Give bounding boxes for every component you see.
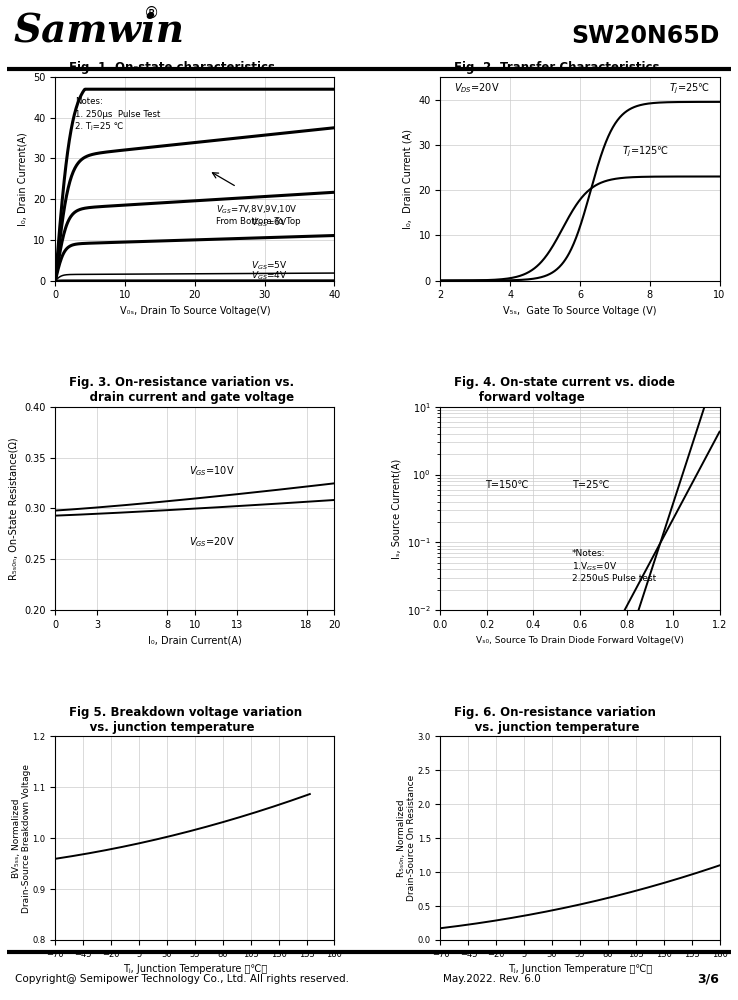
Text: $V_{DS}$=20V: $V_{DS}$=20V (455, 81, 500, 95)
Text: T=150℃: T=150℃ (485, 480, 528, 490)
Text: Fig. 3. On-resistance variation vs.
     drain current and gate voltage: Fig. 3. On-resistance variation vs. drai… (69, 376, 294, 404)
X-axis label: Vₛ₀, Source To Drain Diode Forward Voltage(V): Vₛ₀, Source To Drain Diode Forward Volta… (476, 636, 684, 645)
Text: Fig. 6. On-resistance variation
     vs. junction temperature: Fig. 6. On-resistance variation vs. junc… (455, 706, 656, 734)
Text: Fig. 4. On-state current vs. diode
      forward voltage: Fig. 4. On-state current vs. diode forwa… (455, 376, 675, 404)
X-axis label: V₅ₛ,  Gate To Source Voltage (V): V₅ₛ, Gate To Source Voltage (V) (503, 306, 657, 316)
Y-axis label: R₅ₛ₀ₙ, Normalized
Drain-Source On Resistance: R₅ₛ₀ₙ, Normalized Drain-Source On Resist… (397, 775, 416, 901)
Text: Notes:
1. 250μs  Pulse Test
2. Tⱼ=25 ℃: Notes: 1. 250μs Pulse Test 2. Tⱼ=25 ℃ (75, 97, 160, 131)
Text: Fig 5. Breakdown voltage variation
     vs. junction temperature: Fig 5. Breakdown voltage variation vs. j… (69, 706, 303, 734)
X-axis label: V₀ₛ, Drain To Source Voltage(V): V₀ₛ, Drain To Source Voltage(V) (120, 306, 270, 316)
X-axis label: Tⱼ, Junction Temperature （℃）: Tⱼ, Junction Temperature （℃） (123, 964, 267, 974)
Text: $V_{GS}$=4V: $V_{GS}$=4V (251, 269, 287, 282)
Text: Copyright@ Semipower Technology Co., Ltd. All rights reserved.: Copyright@ Semipower Technology Co., Ltd… (15, 974, 349, 984)
Text: Samwin: Samwin (13, 11, 184, 49)
Text: $V_{GS}$=20V: $V_{GS}$=20V (190, 535, 235, 549)
Text: Fig. 1. On-state characteristics: Fig. 1. On-state characteristics (69, 61, 275, 74)
Text: $V_{GS}$=10V: $V_{GS}$=10V (190, 464, 235, 478)
Text: $T_j$=125℃: $T_j$=125℃ (622, 145, 669, 159)
Text: $T_j$=25℃: $T_j$=25℃ (669, 82, 710, 96)
Text: May.2022. Rev. 6.0: May.2022. Rev. 6.0 (443, 974, 540, 984)
X-axis label: Tⱼ, Junction Temperature （℃）: Tⱼ, Junction Temperature （℃） (508, 964, 652, 974)
Y-axis label: I₀, Drain Current(A): I₀, Drain Current(A) (18, 132, 28, 226)
Text: $V_{GS}$=7V,8V,9V,10V
From Bottom To Top: $V_{GS}$=7V,8V,9V,10V From Bottom To Top (215, 203, 300, 226)
Text: 3/6: 3/6 (697, 973, 720, 986)
Y-axis label: BV₅ₛₛ, Normalized
Drain-Source Breakdown Voltage: BV₅ₛₛ, Normalized Drain-Source Breakdown… (12, 764, 31, 913)
Text: SW20N65D: SW20N65D (571, 24, 720, 48)
Y-axis label: Iₛ, Source Current(A): Iₛ, Source Current(A) (391, 458, 401, 559)
Text: T=25℃: T=25℃ (572, 480, 609, 490)
Text: *Notes:
1.V$_{GS}$=0V
2.250uS Pulse test: *Notes: 1.V$_{GS}$=0V 2.250uS Pulse test (572, 549, 656, 583)
Text: Fig. 2. Transfer Characteristics: Fig. 2. Transfer Characteristics (455, 61, 660, 74)
Text: ®: ® (144, 5, 159, 20)
Text: $V_{GS}$=6V: $V_{GS}$=6V (251, 217, 287, 229)
Y-axis label: I₀,  Drain Current (A): I₀, Drain Current (A) (403, 129, 413, 229)
X-axis label: I₀, Drain Current(A): I₀, Drain Current(A) (148, 636, 242, 646)
Text: $V_{GS}$=5V: $V_{GS}$=5V (251, 259, 287, 272)
Y-axis label: R₅ₛ₀ₙ, On-State Resistance(Ω): R₅ₛ₀ₙ, On-State Resistance(Ω) (8, 437, 18, 580)
